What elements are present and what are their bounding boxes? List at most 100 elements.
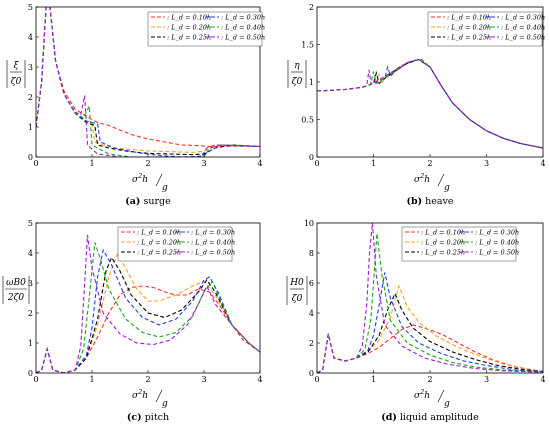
legend-label-b-2: : L_d = 0.20h	[447, 24, 491, 32]
series-line-b-2	[317, 58, 543, 149]
series-line-c-6	[36, 234, 260, 373]
legend-liquid-amplitude: : L_d = 0.10h : L_d = 0.20h : L_d = 0.25h:…	[401, 226, 519, 262]
series-layer-liquid-amplitude	[317, 223, 543, 373]
series-line-c-4	[36, 248, 260, 373]
y-tick-label-b-3: 1.5	[301, 40, 314, 49]
series-line-c-2	[36, 253, 260, 373]
x-tick-label-d-2: 2	[427, 375, 432, 384]
ticks-surge: 0 1 2 3 4 0 1 2 3 4 5	[28, 3, 263, 168]
x-axis-label-pitch: σ2h g	[132, 388, 168, 409]
svg-text:g: g	[162, 183, 168, 193]
x-tick-label-a-3: 3	[201, 159, 206, 168]
y-tick-label-a-0: 0	[28, 153, 33, 162]
series-line-b-4	[317, 58, 543, 149]
legend-label-c-4: : L_d = 0.30h	[191, 229, 235, 237]
y-tick-label-d-3: 6	[309, 279, 314, 288]
caption-surge: (a) surge	[125, 196, 171, 207]
series-line-d-3	[317, 292, 543, 373]
y-label-top-heave: η	[294, 61, 300, 71]
y-label-bottom-surge: ζ0	[11, 77, 22, 87]
legend-label-a-4: : L_d = 0.30h	[221, 14, 265, 22]
y-tick-label-b-1: 0.5	[301, 115, 314, 124]
caption-liquid-amplitude: (d) liquid amplitude	[381, 412, 479, 423]
x-tick-label-b-1: 1	[371, 159, 376, 168]
series-line-d-2	[317, 284, 543, 373]
x-tick-label-b-2: 2	[427, 159, 432, 168]
series-line-b-3	[317, 58, 543, 149]
y-tick-label-a-5: 5	[28, 3, 33, 12]
svg-text:σ2h: σ2h	[414, 172, 430, 185]
caption-pitch: (c) pitch	[127, 412, 169, 423]
y-tick-label-c-5: 5	[28, 219, 33, 228]
x-tick-label-b-0: 0	[314, 159, 319, 168]
legend-label-d-3: : L_d = 0.25h	[421, 249, 465, 257]
y-tick-label-a-1: 1	[28, 123, 33, 132]
legend-label-d-1: : L_d = 0.10h	[421, 229, 465, 237]
x-axis-label-heave: σ2h g	[414, 172, 450, 193]
y-label-bottom-pitch: 2ζ0	[7, 293, 25, 303]
y-label-top-pitch: ωB0	[6, 278, 26, 288]
legend-label-b-4: : L_d = 0.30h	[501, 14, 545, 22]
y-tick-label-b-4: 2	[309, 3, 314, 12]
y-tick-label-c-1: 1	[28, 339, 33, 348]
y-tick-label-b-2: 1	[309, 78, 314, 87]
y-label-bottom-heave: ζ0	[292, 77, 303, 87]
y-label-bottom-liquid-amplitude: ζ0	[292, 294, 303, 304]
series-layer-heave	[317, 58, 543, 149]
legend-box-a	[147, 11, 263, 47]
legend-label-b-1: : L_d = 0.10h	[447, 14, 491, 22]
y-tick-label-d-1: 2	[309, 339, 314, 348]
legend-surge: : L_d = 0.10h: L_d = 0.20h: L_d = 0.25h:…	[147, 11, 265, 47]
svg-text:g: g	[444, 399, 450, 409]
svg-text:g: g	[162, 399, 168, 409]
legend-label-c-3: : L_d = 0.25h	[137, 249, 181, 257]
ticks-heave: 0 1 2 3 4 0 0.5 1 1.5 2	[301, 3, 545, 168]
x-tick-label-d-4: 4	[540, 375, 545, 384]
legend-box-d	[401, 226, 517, 262]
ticks-pitch: 0 1 2 3 4 0 1 2 3 4 5	[28, 219, 263, 384]
series-layer-pitch	[36, 234, 260, 373]
panel-heave: 0 1 2 3 4 0 0.5 1 1.5 2 η ζ0 σ2h g (b) heave : L_…	[287, 3, 546, 207]
legend-label-d-2: : L_d = 0.20h	[421, 239, 465, 247]
x-tick-label-d-1: 1	[371, 375, 376, 384]
x-tick-label-b-3: 3	[484, 159, 489, 168]
x-tick-label-c-1: 1	[89, 375, 94, 384]
y-tick-label-d-4: 8	[309, 249, 314, 258]
x-tick-label-a-2: 2	[145, 159, 150, 168]
svg-text:σ2h: σ2h	[414, 388, 430, 401]
caption-heave: (b) heave	[406, 196, 453, 207]
legend-label-b-5: : L_d = 0.40h	[501, 24, 545, 32]
y-label-top-surge: ξ	[14, 61, 20, 71]
legend-label-c-1: : L_d = 0.10h	[137, 229, 181, 237]
legend-box-b	[427, 11, 543, 47]
x-axis-label-surge: σ2h g	[132, 172, 168, 193]
y-tick-label-a-4: 4	[28, 33, 33, 42]
legend-label-d-5: : L_d = 0.40h	[475, 239, 519, 247]
legend-box-c	[117, 226, 233, 262]
legend-label-d-6: : L_d = 0.50h	[475, 249, 519, 257]
x-tick-label-c-3: 3	[201, 375, 206, 384]
legend-label-b-6: : L_d = 0.50h	[501, 34, 545, 42]
series-line-d-4	[317, 272, 543, 373]
y-tick-label-c-0: 0	[28, 369, 33, 378]
svg-text:g: g	[444, 183, 450, 193]
x-tick-label-d-3: 3	[484, 375, 489, 384]
ticks-liquid-amplitude: 0 1 2 3 4 0 2 4 6 8 10	[304, 219, 546, 384]
legend-label-d-4: : L_d = 0.30h	[475, 229, 519, 237]
series-line-b-1	[317, 58, 543, 149]
series-line-b-6	[317, 58, 543, 149]
legend-label-b-3: : L_d = 0.25h	[447, 34, 491, 42]
legend-pitch: : L_d = 0.10h: L_d = 0.20h: L_d = 0.25h:…	[117, 226, 235, 262]
series-line-c-1	[36, 285, 260, 373]
svg-text:σ2h: σ2h	[132, 388, 148, 401]
x-tick-label-a-0: 0	[33, 159, 38, 168]
y-tick-label-a-3: 3	[28, 63, 33, 72]
y-axis-label-surge: ξ ζ0	[6, 60, 26, 88]
y-tick-label-a-2: 2	[28, 93, 33, 102]
y-tick-label-d-2: 4	[309, 309, 314, 318]
y-axis-label-liquid-amplitude: H0 ζ0	[286, 276, 308, 305]
legend-label-a-6: : L_d = 0.50h	[221, 34, 265, 42]
legend-label-c-6: : L_d = 0.50h	[191, 249, 235, 257]
